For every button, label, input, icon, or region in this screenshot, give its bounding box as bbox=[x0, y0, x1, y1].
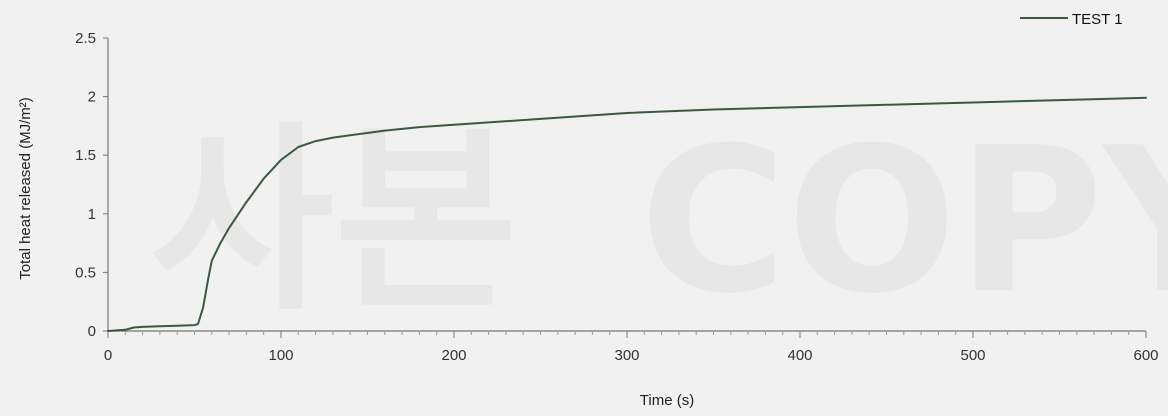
x-tick-label: 600 bbox=[1133, 347, 1158, 364]
y-tick-label: 2 bbox=[88, 89, 96, 106]
watermark-hangul: 사본 bbox=[150, 105, 518, 338]
x-tick-label: 200 bbox=[441, 347, 466, 364]
x-tick-label: 0 bbox=[104, 347, 112, 364]
x-tick-label: 100 bbox=[268, 347, 293, 364]
legend-label-test-1: TEST 1 bbox=[1072, 11, 1123, 28]
tick-group: 0 0.5 1 1.5 2 2.5 0 100 200 300 400 500 600 bbox=[75, 30, 1158, 364]
x-axis-title: Time (s) bbox=[640, 392, 694, 409]
y-tick-label: 1.5 bbox=[75, 147, 96, 164]
y-axis-title: Total heat released (MJ/m²) bbox=[17, 97, 34, 280]
x-tick-label: 300 bbox=[614, 347, 639, 364]
legend: TEST 1 bbox=[1020, 11, 1123, 28]
y-tick-label: 0.5 bbox=[75, 264, 96, 281]
series-line-test-1 bbox=[107, 96, 1147, 332]
x-tick-label: 400 bbox=[787, 347, 812, 364]
y-tick-label: 1 bbox=[88, 206, 96, 223]
y-tick-label: 2.5 bbox=[75, 30, 96, 47]
series-layer bbox=[107, 96, 1147, 332]
watermark-latin: COPY bbox=[640, 105, 1168, 338]
x-tick-label: 500 bbox=[960, 347, 985, 364]
y-tick-label: 0 bbox=[88, 323, 96, 340]
